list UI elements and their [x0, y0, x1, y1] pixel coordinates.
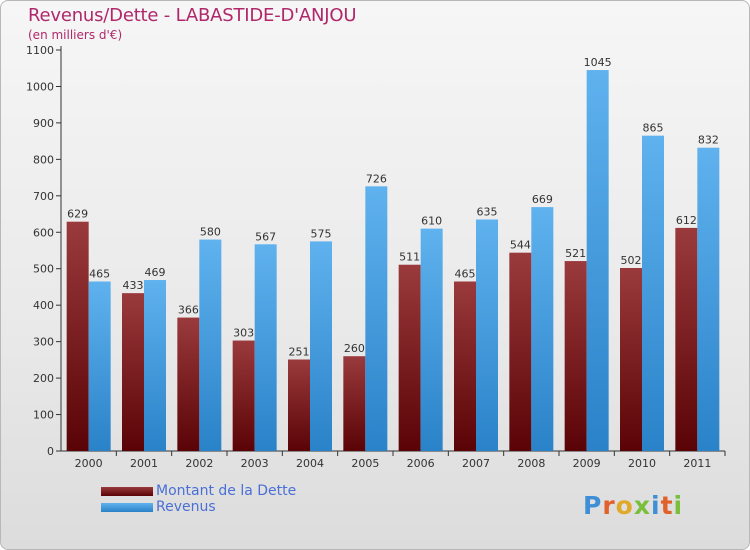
bar-dette [454, 281, 476, 451]
data-label-dette: 366 [178, 304, 199, 317]
y-tick-label: 200 [33, 372, 54, 385]
data-label-revenus: 575 [311, 227, 332, 240]
bar-dette [509, 252, 532, 451]
x-tick-label: 2005 [351, 457, 379, 470]
y-tick-label: 900 [33, 117, 54, 130]
proxiti-logo: Proxiti [583, 491, 683, 520]
data-label-dette: 544 [510, 239, 531, 252]
data-label-dette: 629 [67, 208, 88, 221]
bar-revenus [476, 219, 498, 451]
y-tick-label: 600 [33, 226, 54, 239]
logo-letter: x [633, 491, 651, 520]
bar-revenus [254, 244, 277, 451]
bar-revenus [88, 281, 111, 451]
x-tick-label: 2011 [683, 457, 711, 470]
y-tick-label: 1000 [26, 80, 54, 93]
x-tick-label: 2001 [130, 457, 158, 470]
bar-dette [232, 340, 255, 451]
x-tick-label: 2006 [407, 457, 435, 470]
x-tick-label: 2010 [628, 457, 656, 470]
bar-revenus [199, 239, 222, 451]
data-label-dette: 433 [123, 279, 144, 292]
bar-revenus [697, 147, 720, 451]
bar-revenus [365, 186, 388, 451]
data-label-revenus: 469 [145, 266, 166, 279]
data-label-revenus: 567 [255, 230, 276, 243]
data-label-dette: 521 [565, 247, 586, 260]
bar-dette [177, 317, 200, 451]
legend-swatch-dette [101, 487, 153, 496]
data-label-dette: 511 [399, 251, 420, 264]
x-tick-label: 2009 [573, 457, 601, 470]
logo-letter: P [583, 491, 603, 520]
y-tick-label: 800 [33, 153, 54, 166]
y-tick-label: 400 [33, 299, 54, 312]
bar-dette [564, 261, 587, 451]
data-label-revenus: 865 [643, 122, 664, 135]
bar-dette [122, 293, 144, 451]
legend-label-revenus: Revenus [156, 499, 216, 515]
data-label-revenus: 465 [89, 267, 110, 280]
x-tick-label: 2000 [75, 457, 103, 470]
bar-revenus [310, 241, 332, 451]
bar-revenus [531, 207, 554, 451]
logo-letter: i [651, 491, 661, 520]
data-label-revenus: 635 [477, 206, 498, 219]
bar-dette [343, 356, 366, 451]
logo-letter: t [660, 491, 674, 520]
data-label-revenus: 1045 [584, 56, 612, 69]
bar-dette [66, 221, 89, 451]
x-tick-label: 2003 [241, 457, 269, 470]
bar-revenus [642, 135, 664, 451]
data-label-dette: 612 [676, 214, 697, 227]
data-label-revenus: 580 [200, 226, 221, 239]
legend-swatch-revenus [101, 503, 153, 512]
data-label-dette: 502 [621, 254, 642, 267]
data-label-dette: 251 [289, 345, 310, 358]
data-label-revenus: 726 [366, 172, 387, 185]
logo-letter: o [615, 491, 634, 520]
y-tick-label: 500 [33, 263, 54, 276]
data-label-dette: 465 [455, 267, 476, 280]
x-tick-label: 2002 [185, 457, 213, 470]
legend-label-dette: Montant de la Dette [156, 483, 297, 499]
data-label-revenus: 832 [698, 134, 719, 147]
logo-letter: i [673, 491, 684, 520]
data-label-dette: 303 [233, 327, 254, 340]
bar-dette [620, 267, 642, 451]
x-tick-label: 2004 [296, 457, 324, 470]
bar-revenus [144, 280, 166, 451]
bar-dette [675, 227, 698, 451]
logo-letter: r [602, 491, 616, 520]
y-tick-label: 0 [47, 445, 54, 458]
bar-revenus [420, 228, 443, 451]
y-tick-label: 300 [33, 336, 54, 349]
bar-revenus [586, 70, 609, 452]
y-tick-label: 1100 [26, 44, 54, 57]
bar-dette [288, 359, 310, 451]
data-label-revenus: 610 [421, 215, 442, 228]
data-label-dette: 260 [344, 342, 365, 355]
data-label-revenus: 669 [532, 193, 553, 206]
x-tick-label: 2008 [517, 457, 545, 470]
bar-dette [398, 264, 421, 451]
y-tick-label: 700 [33, 190, 54, 203]
chart-title: Revenus/Dette - LABASTIDE-D'ANJOU [28, 5, 357, 26]
y-tick-label: 100 [33, 409, 54, 422]
chart-subtitle: (en milliers d'€) [28, 28, 123, 42]
x-tick-label: 2007 [462, 457, 490, 470]
